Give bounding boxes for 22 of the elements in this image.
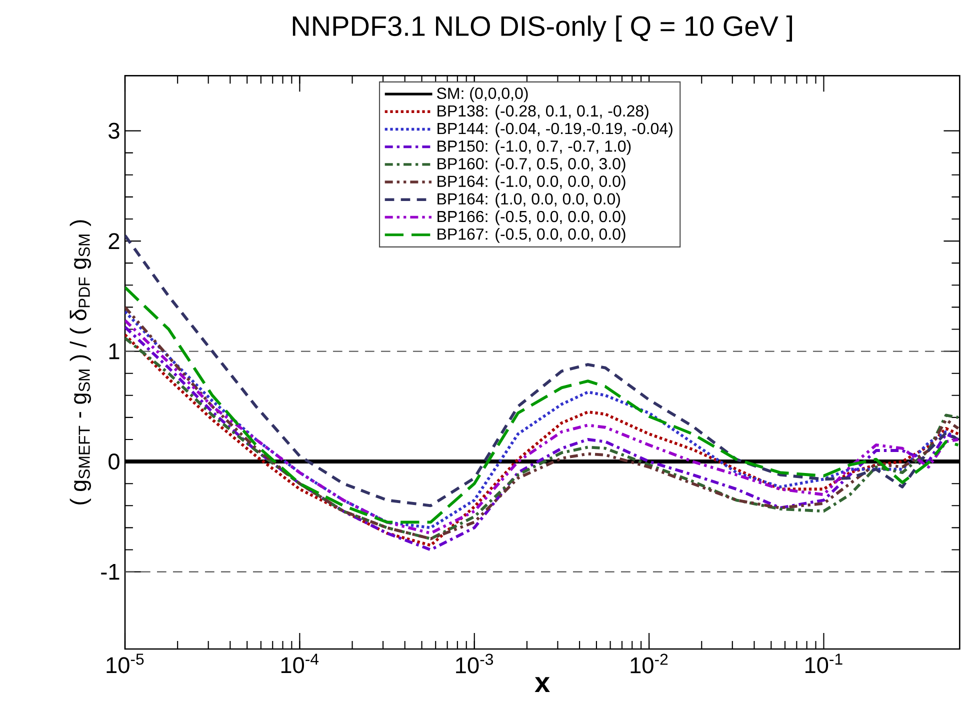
text: ( g$_{SMEFT}$ - g$_{SM}$ ) / ( δ$_{PDF}$ g$_{SM}$ ): [70, 220, 91, 504]
legend-label: SM: (0,0,0,0): [437, 87, 528, 102]
y-tick-label: -1: [101, 564, 120, 580]
legend-label: BP150: (-1.0, 0.7, -0.7, 1.0): [438, 140, 631, 155]
x-tick-label: 10$^{-2}$: [630, 654, 668, 674]
legend-label: BP164: (-1.0, 0.0, 0.0, 0.0): [438, 175, 626, 190]
legend-label: BP144: (-0.04, -0.19,-0.19, -0.04): [438, 122, 672, 138]
y-tick-label: 3: [108, 122, 120, 139]
legend-label: BP166: (-0.5, 0.0, 0.0, 0.0): [438, 210, 626, 226]
x-tick-label: 10$^{-5}$: [106, 654, 144, 674]
chart-title: NNPDF3.1 NLO DIS-only [ Q = 10 GeV ]: [292, 16, 792, 42]
x-axis-title: x: [534, 677, 550, 692]
y-tick-label: 1: [109, 343, 120, 360]
legend-label: BP160: (-0.7, 0.5, 0.0, 3.0): [438, 158, 626, 173]
y-tick-label: 0: [108, 454, 120, 470]
x-tick-label: 10$^{-4}$: [281, 654, 319, 674]
x-tick-label: 10$^{-1}$: [805, 654, 842, 674]
x-tick-label: 10$^{-3}$: [456, 654, 494, 674]
legend-label: BP138: (-0.28, 0.1, 0.1, -0.28): [438, 104, 648, 120]
legend-label: BP167: (-0.5, 0.0, 0.0, 0.0): [438, 228, 626, 243]
legend-label: BP164: (1.0, 0.0, 0.0, 0.0): [438, 192, 620, 208]
y-tick-label: 2: [108, 233, 120, 249]
